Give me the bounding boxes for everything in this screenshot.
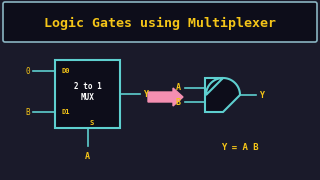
Text: A: A bbox=[85, 152, 90, 161]
Polygon shape bbox=[205, 78, 240, 112]
Text: D1: D1 bbox=[61, 109, 69, 115]
Text: D0: D0 bbox=[61, 68, 69, 74]
FancyBboxPatch shape bbox=[55, 60, 120, 128]
Text: B: B bbox=[176, 98, 181, 107]
FancyArrow shape bbox=[148, 88, 183, 106]
Text: 2 to 1: 2 to 1 bbox=[74, 82, 101, 91]
Text: B: B bbox=[25, 107, 30, 116]
Text: A: A bbox=[176, 83, 181, 92]
Text: MUX: MUX bbox=[81, 93, 94, 102]
Text: 0: 0 bbox=[25, 66, 30, 75]
Text: Y: Y bbox=[143, 89, 148, 98]
Text: Logic Gates using Multiplexer: Logic Gates using Multiplexer bbox=[44, 16, 276, 30]
Text: Y = A B: Y = A B bbox=[221, 143, 259, 152]
Text: Y: Y bbox=[259, 91, 264, 100]
Text: S: S bbox=[89, 120, 94, 126]
FancyBboxPatch shape bbox=[3, 2, 317, 42]
